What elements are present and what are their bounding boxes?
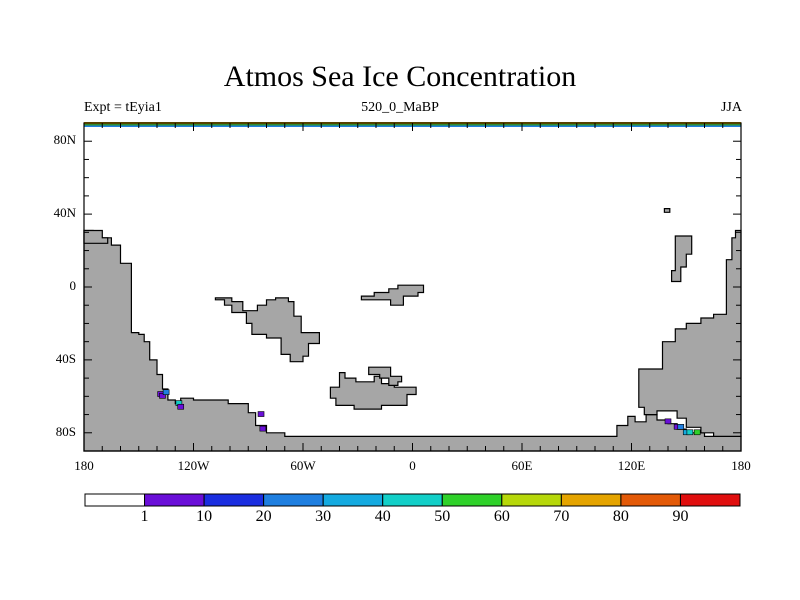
lat-label: 80S xyxy=(55,423,76,439)
season-label: JJA xyxy=(720,100,742,115)
time-period-label: 520_0_MaBP xyxy=(361,100,439,115)
land-polygon-7 xyxy=(663,208,671,213)
sea-ice-cell-2 xyxy=(162,389,170,395)
land-polygon-6 xyxy=(368,366,403,386)
land-polygon-8 xyxy=(670,235,693,283)
colorbar-box-3 xyxy=(263,493,324,507)
land-polygon-2 xyxy=(638,229,742,437)
lat-label: 80N xyxy=(53,132,76,148)
lon-label: 180 xyxy=(731,458,751,473)
colorbar-box-4 xyxy=(322,493,384,507)
colorbar-label: 40 xyxy=(374,508,391,525)
land-polygon-3 xyxy=(214,297,320,363)
plot-title: Atmos Sea Ice Concentration xyxy=(223,60,577,93)
lon-label: 120E xyxy=(617,458,646,473)
lat-label: 0 xyxy=(69,278,77,293)
colorbar-label: 10 xyxy=(196,508,213,525)
colorbar-label: 50 xyxy=(434,508,451,525)
land-polygon-4 xyxy=(360,284,425,306)
colorbar-label: 90 xyxy=(672,508,689,525)
colorbar-label: 70 xyxy=(553,508,570,525)
sea-ice-cell-5 xyxy=(257,411,265,417)
lat-label: 40N xyxy=(53,205,76,221)
sea-ice-cell-12 xyxy=(693,429,701,436)
lat-label: 40S xyxy=(55,350,76,366)
lon-label: 60W xyxy=(290,458,316,473)
experiment-label: Expt = tEyia1 xyxy=(84,100,162,115)
colorbar-box-8 xyxy=(560,493,622,507)
colorbar-box-7 xyxy=(501,493,562,507)
lon-label: 0 xyxy=(409,458,416,473)
sea-ice-cell-6 xyxy=(259,425,267,432)
colorbar-box-9 xyxy=(620,493,681,507)
colorbar-box-2 xyxy=(203,493,265,507)
sea-ice-cell-4 xyxy=(177,403,185,410)
colorbar-box-10 xyxy=(679,493,741,507)
sea-ice-cell-9 xyxy=(677,424,685,430)
lon-label: 180 xyxy=(74,458,94,473)
colorbar-box-1 xyxy=(144,493,205,507)
colorbar-label: 20 xyxy=(255,508,272,525)
sea-ice-cell-11 xyxy=(686,429,694,436)
lon-label: 60E xyxy=(511,458,533,473)
lon-label: 120W xyxy=(177,458,210,473)
sea-ice-cell-7 xyxy=(664,418,672,425)
colorbar-label: 1 xyxy=(140,508,149,525)
colorbar-box-0 xyxy=(84,493,146,507)
land-polygon-5 xyxy=(329,372,417,410)
colorbar-box-6 xyxy=(441,493,503,507)
colorbar-label: 60 xyxy=(493,508,510,525)
colorbar-box-5 xyxy=(382,493,443,507)
colorbar-label: 80 xyxy=(612,508,629,525)
colorbar-label: 30 xyxy=(315,508,332,525)
sea-ice-cell-1 xyxy=(159,393,166,399)
